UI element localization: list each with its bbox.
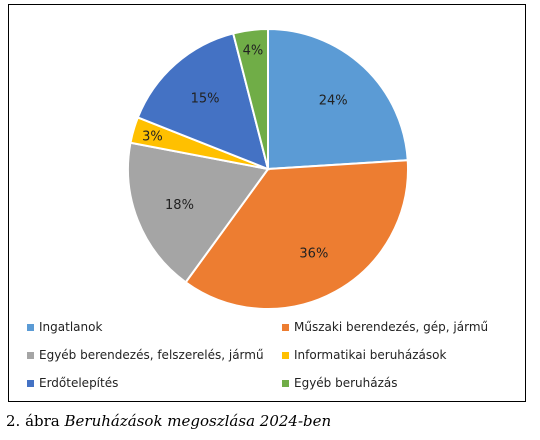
legend-label: Egyéb beruházás <box>294 376 398 390</box>
data-label-informatikai-beruhazasok: 3% <box>142 129 163 144</box>
legend-item-informatikai-beruhazasok: Informatikai beruházások <box>282 345 527 365</box>
legend-label: Informatikai beruházások <box>294 348 447 362</box>
legend-swatch <box>27 323 34 331</box>
legend-item-ingatlanok: Ingatlanok <box>27 317 282 337</box>
data-label-ingatlanok: 24% <box>319 94 348 109</box>
caption-title: Beruházások megoszlása 2024-ben <box>64 412 332 430</box>
pie-slice-ingatlanok <box>267 27 409 171</box>
legend-label: Erdőtelepítés <box>39 376 119 390</box>
pie-slice-muszaki-berendezes-gep-jarmu <box>184 159 409 310</box>
legend-item-muszaki-berendezes-gep-jarmu: Műszaki berendezés, gép, jármű <box>282 317 527 337</box>
legend-label: Ingatlanok <box>39 320 103 334</box>
data-label-erdotelepites: 15% <box>191 92 220 107</box>
legend-swatch <box>282 351 289 359</box>
pie-chart: 24% 36% 18% 3% 15% 4% <box>127 27 409 310</box>
data-label-egyeb-berendezes-felszereles-jarmu: 18% <box>165 198 194 213</box>
legend-item-egyeb-berendezes-felszereles-jarmu: Egyéb berendezés, felszerelés, jármű <box>27 345 282 365</box>
legend-swatch <box>27 379 34 387</box>
caption-number: 2. ábra <box>6 412 60 430</box>
legend-item-erdotelepites: Erdőtelepítés <box>27 373 282 393</box>
legend-swatch <box>282 379 289 387</box>
pie-slice-egyeb-beruhazas <box>231 27 269 170</box>
legend-label: Műszaki berendezés, gép, jármű <box>294 320 489 334</box>
figure-caption: 2. ábra Beruházások megoszlása 2024-ben <box>6 412 331 430</box>
pie-slice-egyeb-berendezes-felszereles-jarmu <box>127 141 270 284</box>
legend-item-egyeb-beruhazas: Egyéb beruházás <box>282 373 527 393</box>
pie-slice-erdotelepites <box>136 32 270 171</box>
data-label-muszaki-berendezes-gep-jarmu: 36% <box>299 246 328 261</box>
chart-legend: Ingatlanok Műszaki berendezés, gép, jármű… <box>27 317 527 393</box>
data-label-egyeb-beruhazas: 4% <box>243 44 264 59</box>
legend-swatch <box>282 323 289 331</box>
legend-label: Egyéb berendezés, felszerelés, jármű <box>39 348 264 362</box>
chart-frame: 24% 36% 18% 3% 15% 4% Ingatlanok Műszaki beren… <box>8 4 526 402</box>
legend-swatch <box>27 351 34 359</box>
